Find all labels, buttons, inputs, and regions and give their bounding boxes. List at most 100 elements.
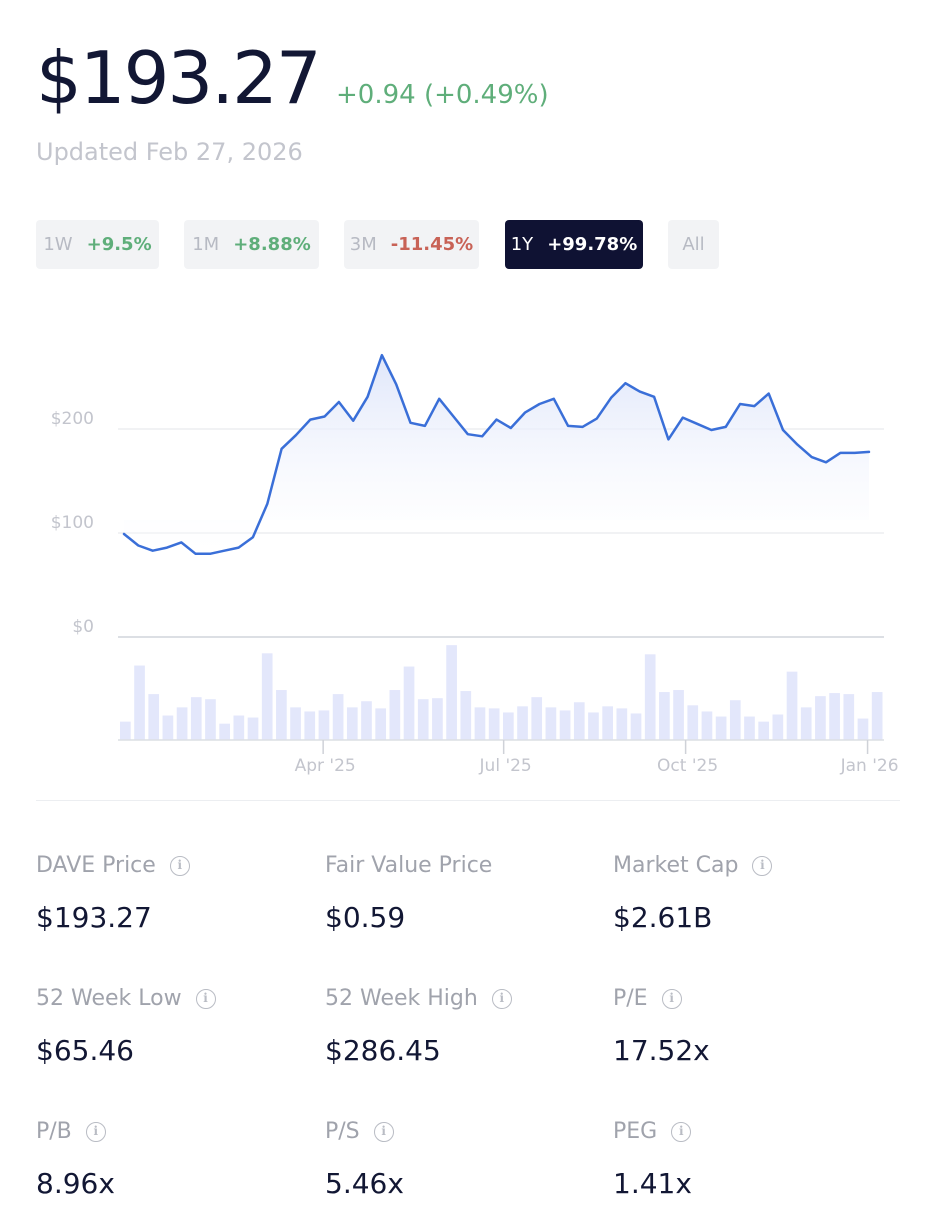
volume-bar — [247, 717, 259, 740]
volume-bar — [162, 715, 174, 740]
stat-peg: PEG i 1.41x — [613, 1118, 873, 1202]
info-icon[interactable]: i — [671, 1122, 692, 1142]
volume-bar — [375, 708, 387, 740]
stat-label-text: P/E — [613, 986, 648, 1011]
range-change: +8.88% — [233, 234, 311, 255]
stat-label-text: Fair Value Price — [325, 853, 493, 878]
stat-label-text: 52 Week Low — [36, 986, 182, 1011]
volume-bar — [134, 665, 145, 740]
volume-bar — [389, 690, 401, 740]
volume-bar — [758, 721, 770, 740]
range-label: 3M — [349, 234, 377, 255]
volume-bar — [829, 693, 840, 740]
volume-bar — [800, 707, 812, 740]
info-icon[interactable]: i — [195, 989, 216, 1009]
info-icon[interactable]: i — [85, 1122, 106, 1142]
stat-value: 17.52x — [613, 1034, 710, 1067]
stat-p-e: P/E i 17.52x — [613, 985, 873, 1069]
volume-bar — [701, 711, 713, 740]
info-icon[interactable]: i — [661, 989, 682, 1009]
price-chart[interactable]: $0 $100 $200 Apr '25 Jul '25 Oct '25 Jan '26 — [0, 330, 934, 785]
volume-bar — [871, 692, 883, 740]
stat-dave-price: DAVE Price i $193.27 — [36, 852, 296, 936]
volume-bar — [531, 697, 543, 740]
info-icon[interactable]: i — [752, 856, 773, 876]
price-line — [122, 353, 871, 556]
stat-label: P/E i — [613, 985, 873, 1013]
volume-bar — [744, 716, 755, 740]
range-all-button[interactable]: All — [668, 220, 719, 269]
volume-bar — [729, 700, 741, 740]
stat-label-text: DAVE Price — [36, 853, 156, 878]
range-1m-button[interactable]: 1M +8.88% — [184, 220, 319, 269]
volume-bar — [120, 721, 131, 740]
stat-label-text: P/B — [36, 1119, 72, 1144]
y-tick-label: $0 — [72, 617, 94, 637]
range-1y-button[interactable]: 1Y +99.78% — [505, 220, 643, 269]
volume-bar — [659, 692, 670, 740]
volume-bar — [772, 714, 784, 740]
stat-label: DAVE Price i — [36, 852, 296, 880]
volume-bar — [517, 706, 528, 740]
volume-bar — [857, 718, 869, 740]
volume-bar — [219, 723, 230, 740]
stat-label: Market Cap i — [613, 852, 873, 880]
volume-bar — [176, 707, 188, 740]
volume-bar — [361, 701, 372, 740]
info-icon[interactable]: i — [169, 856, 190, 876]
volume-bar — [276, 690, 287, 740]
range-change: +9.5% — [86, 234, 152, 255]
volume-bar — [573, 702, 585, 740]
volume-bar — [205, 699, 216, 740]
volume-bar — [332, 694, 344, 740]
stat-52-week-low: 52 Week Low i $65.46 — [36, 985, 296, 1069]
volume-bar — [843, 694, 855, 740]
stat-value: 8.96x — [36, 1167, 115, 1200]
stat-fair-value-price: Fair Value Price $0.59 — [325, 852, 585, 936]
stat-value: $193.27 — [36, 901, 152, 934]
stat-label-text: PEG — [613, 1119, 658, 1144]
volume-bar — [446, 645, 457, 740]
stat-value: $2.61B — [613, 901, 713, 934]
volume-bar — [233, 715, 245, 740]
volume-bar — [318, 710, 330, 740]
y-tick-label: $100 — [51, 513, 94, 533]
y-tick-label: $200 — [51, 409, 94, 429]
stat-value: $286.45 — [325, 1034, 441, 1067]
volume-bar — [488, 708, 500, 740]
stat-label: P/S i — [325, 1118, 585, 1146]
x-tick-label: Apr '25 — [295, 756, 356, 776]
volume-bar — [786, 671, 798, 740]
volume-bar — [190, 697, 202, 740]
stat-value: 1.41x — [613, 1167, 692, 1200]
volume-bar — [503, 712, 514, 740]
range-change: +99.78% — [547, 234, 638, 255]
stat-52-week-high: 52 Week High i $286.45 — [325, 985, 585, 1069]
volume-bar — [644, 654, 656, 740]
stat-label-text: Market Cap — [613, 853, 739, 878]
range-1w-button[interactable]: 1W +9.5% — [36, 220, 159, 269]
price-area — [124, 355, 869, 554]
info-icon[interactable]: i — [491, 989, 512, 1009]
stat-label-text: 52 Week High — [325, 986, 478, 1011]
range-3m-button[interactable]: 3M -11.45% — [344, 220, 479, 269]
volume-bar — [304, 711, 316, 740]
updated-date: Updated Feb 27, 2026 — [36, 138, 303, 166]
range-label: All — [682, 234, 705, 255]
range-change: -11.45% — [390, 234, 474, 255]
volume-bar — [616, 708, 628, 740]
volume-bar — [630, 713, 642, 740]
stat-label: 52 Week High i — [325, 985, 585, 1013]
volume-bar — [403, 666, 415, 740]
volume-bar — [602, 706, 613, 740]
volume-bar — [432, 698, 443, 740]
volume-bar — [673, 690, 684, 740]
range-label: 1W — [43, 234, 73, 255]
stat-label: Fair Value Price — [325, 852, 585, 880]
current-price: $193.27 — [36, 36, 322, 120]
stat-value: 5.46x — [325, 1167, 404, 1200]
range-label: 1M — [192, 234, 220, 255]
info-icon[interactable]: i — [373, 1122, 394, 1142]
range-label: 1Y — [510, 234, 534, 255]
volume-bar — [545, 707, 557, 740]
